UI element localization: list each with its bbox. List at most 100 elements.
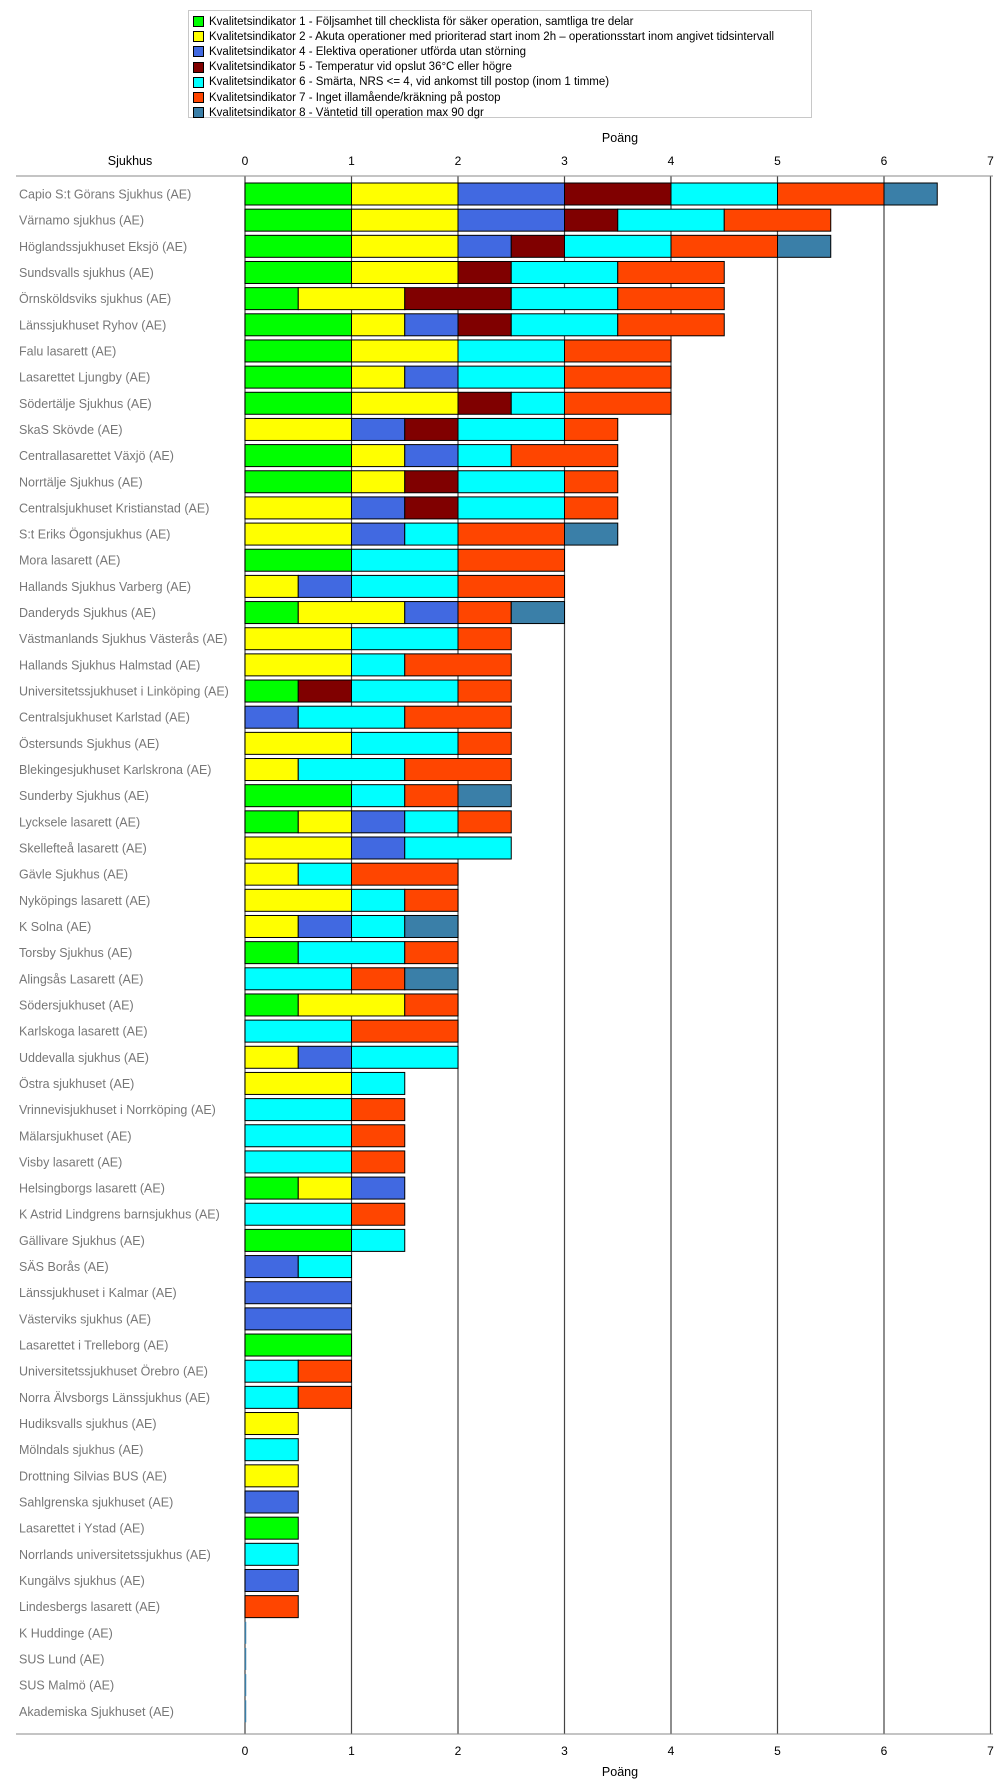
- hospital-label: Sunderby Sjukhus (AE): [19, 789, 149, 803]
- hospital-label: SUS Malmö (AE): [19, 1679, 114, 1693]
- bar-segment: [351, 522, 406, 546]
- bar-segment: [244, 1568, 299, 1592]
- hospital-label: Hudiksvalls sjukhus (AE): [19, 1417, 157, 1431]
- hospital-label: Uddevalla sjukhus (AE): [19, 1051, 149, 1065]
- hospital-label: SkaS Skövde (AE): [19, 423, 123, 437]
- hospital-label: Västmanlands Sjukhus Västerås (AE): [19, 632, 227, 646]
- hospital-labels: Capio S:t Görans Sjukhus (AE) Värnamo sju…: [19, 188, 229, 1719]
- bar-segment: [351, 496, 406, 520]
- bar-segment: [404, 941, 459, 965]
- bar-segment: [244, 1490, 299, 1514]
- legend-label: Kvalitetsindikator 6 - Smärta, NRS <= 4,…: [209, 76, 610, 89]
- bar-segment: [510, 287, 619, 311]
- bar-segment: [244, 444, 352, 468]
- bar-segment: [244, 1098, 352, 1122]
- bar-segment: [457, 810, 512, 834]
- hospital-label: Länssjukhuset i Kalmar (AE): [19, 1286, 177, 1300]
- hospital-label: K Huddinge (AE): [19, 1626, 113, 1640]
- legend-item: Kvalitetsindikator 5 - Temperatur vid op…: [193, 60, 807, 75]
- legend-label: Kvalitetsindikator 8 - Väntetid till ope…: [209, 106, 484, 119]
- hospital-label: Akademiska Sjukhuset (AE): [19, 1705, 174, 1719]
- bar-segment: [244, 1045, 299, 1069]
- legend-item: Kvalitetsindikator 6 - Smärta, NRS <= 4,…: [193, 75, 807, 90]
- bar-segment: [244, 862, 299, 886]
- bar-segment: [404, 836, 512, 860]
- bar-segment: [297, 810, 352, 834]
- bar-segment: [457, 574, 565, 598]
- bar-segment: [351, 313, 406, 337]
- x-tick-label-top: 3: [561, 154, 568, 168]
- x-tick-label-bottom: 1: [348, 1744, 355, 1758]
- hospital-label: Kungälvs sjukhus (AE): [19, 1574, 145, 1588]
- hospital-label: Mälarsjukhuset (AE): [19, 1129, 132, 1143]
- x-tick-label-top: 6: [881, 154, 888, 168]
- bar-segment: [244, 1281, 352, 1305]
- bar-segment: [457, 784, 512, 808]
- hospital-label: Karlskoga lasarett (AE): [19, 1025, 148, 1039]
- x-tick-label-bottom: 2: [455, 1744, 462, 1758]
- bars: [244, 182, 938, 1723]
- bar-segment: [404, 993, 459, 1017]
- bar-segment: [457, 496, 565, 520]
- x-tick-label-top: 2: [455, 154, 462, 168]
- bar-segment: [404, 888, 459, 912]
- bar-segment: [457, 260, 512, 284]
- bar-segment: [457, 731, 512, 755]
- bar-segment: [510, 260, 619, 284]
- bar-segment: [244, 914, 299, 938]
- bar-segment: [351, 967, 406, 991]
- bar-segment: [244, 731, 352, 755]
- bar-segment: [510, 313, 619, 337]
- bar-segment: [244, 470, 352, 494]
- hospital-label: Östersunds Sjukhus (AE): [19, 737, 159, 751]
- bar-segment: [351, 1176, 406, 1200]
- bar-segment: [404, 914, 459, 938]
- bar-segment: [297, 574, 352, 598]
- bar-segment: [404, 313, 459, 337]
- bar-segment: [297, 1176, 352, 1200]
- bar-segment: [617, 208, 725, 232]
- bar-segment: [244, 1516, 299, 1540]
- bar-segment: [297, 1255, 352, 1279]
- bar-segment: [564, 182, 672, 206]
- bar-segment: [244, 1150, 352, 1174]
- bar-segment: [457, 679, 512, 703]
- bar-segment: [244, 1438, 299, 1462]
- bar-segment: [351, 679, 459, 703]
- hospital-label: Visby lasarett (AE): [19, 1155, 122, 1169]
- bar-segment: [351, 1202, 406, 1226]
- x-tick-label-top: 0: [242, 154, 249, 168]
- bar-segment: [351, 914, 406, 938]
- bar-segment: [404, 705, 512, 729]
- bar-segment: [351, 784, 406, 808]
- bar-segment: [351, 391, 459, 415]
- bar-segment: [457, 208, 565, 232]
- hospital-label: Mora lasarett (AE): [19, 554, 120, 568]
- bar-segment: [244, 339, 352, 363]
- bar-segment: [297, 941, 406, 965]
- bar-segment: [244, 888, 352, 912]
- bar-segment: [351, 627, 459, 651]
- hospital-label: Södersjukhuset (AE): [19, 998, 134, 1012]
- bar-segment: [351, 862, 459, 886]
- bar-segment: [564, 522, 619, 546]
- bar-segment: [351, 260, 459, 284]
- hospital-label: Danderyds Sjukhus (AE): [19, 606, 156, 620]
- bar-segment: [404, 417, 459, 441]
- bar-segment: [297, 862, 352, 886]
- hospital-label: Sahlgrenska sjukhuset (AE): [19, 1496, 173, 1510]
- hospital-label: Centralsjukhuset Karlstad (AE): [19, 711, 190, 725]
- x-tick-label-top: 4: [668, 154, 675, 168]
- hospital-label: Universitetssjukhuset Örebro (AE): [19, 1365, 208, 1379]
- legend-label: Kvalitetsindikator 1 - Följsamhet till c…: [209, 15, 634, 28]
- bar-segment: [244, 810, 299, 834]
- hospital-label: Lasarettet Ljungby (AE): [19, 371, 150, 385]
- legend-item: Kvalitetsindikator 1 - Följsamhet till c…: [193, 14, 807, 29]
- hospital-label: Hallands Sjukhus Varberg (AE): [19, 580, 191, 594]
- hospital-label: Helsingborgs lasarett (AE): [19, 1182, 165, 1196]
- bar-segment: [670, 234, 778, 258]
- hospital-label: K Astrid Lindgrens barnsjukhus (AE): [19, 1208, 220, 1222]
- bar-segment: [351, 653, 406, 677]
- bar-segment: [617, 260, 725, 284]
- bar-segment: [404, 653, 512, 677]
